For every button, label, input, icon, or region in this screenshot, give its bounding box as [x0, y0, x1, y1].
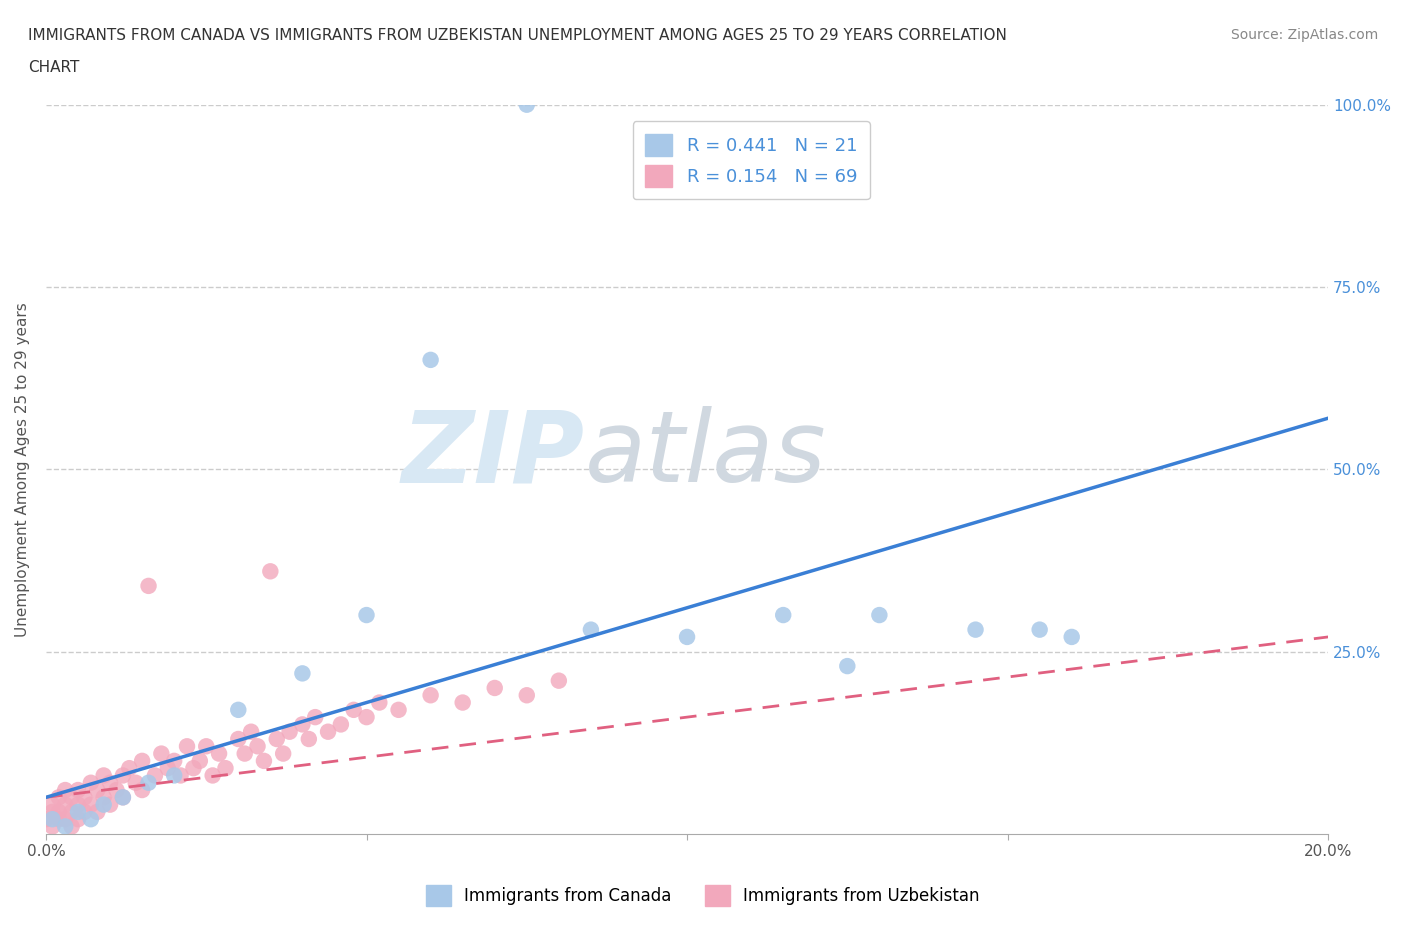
- Point: [419, 688, 441, 703]
- Point: [53, 819, 76, 834]
- Point: [48, 790, 70, 804]
- Point: [484, 681, 506, 696]
- Point: [138, 578, 160, 593]
- Text: Source: ZipAtlas.com: Source: ZipAtlas.com: [1230, 28, 1378, 42]
- Point: [368, 695, 391, 710]
- Point: [868, 607, 890, 622]
- Point: [66, 783, 89, 798]
- Point: [156, 761, 179, 776]
- Point: [451, 695, 474, 710]
- Point: [547, 673, 569, 688]
- Point: [259, 564, 281, 578]
- Point: [208, 746, 231, 761]
- Point: [163, 753, 186, 768]
- Point: [226, 702, 249, 717]
- Point: [66, 812, 89, 827]
- Point: [53, 812, 76, 827]
- Point: [86, 804, 108, 819]
- Point: [48, 804, 70, 819]
- Point: [66, 797, 89, 812]
- Point: [183, 761, 205, 776]
- Point: [35, 812, 58, 827]
- Point: [278, 724, 301, 739]
- Point: [271, 746, 294, 761]
- Point: [125, 776, 148, 790]
- Point: [266, 732, 288, 747]
- Point: [150, 746, 173, 761]
- Point: [41, 812, 63, 827]
- Point: [240, 724, 263, 739]
- Legend: Immigrants from Canada, Immigrants from Uzbekistan: Immigrants from Canada, Immigrants from …: [419, 879, 987, 912]
- Point: [965, 622, 987, 637]
- Point: [233, 746, 256, 761]
- Point: [195, 738, 218, 753]
- Point: [111, 790, 134, 804]
- Text: CHART: CHART: [28, 60, 80, 75]
- Point: [118, 761, 141, 776]
- Point: [419, 352, 441, 367]
- Point: [60, 790, 83, 804]
- Point: [676, 630, 699, 644]
- Point: [214, 761, 236, 776]
- Point: [48, 812, 70, 827]
- Point: [298, 732, 321, 747]
- Point: [246, 738, 269, 753]
- Point: [1028, 622, 1050, 637]
- Text: ZIP: ZIP: [402, 406, 585, 503]
- Y-axis label: Unemployment Among Ages 25 to 29 years: Unemployment Among Ages 25 to 29 years: [15, 302, 30, 637]
- Point: [163, 768, 186, 783]
- Point: [80, 797, 103, 812]
- Point: [253, 753, 276, 768]
- Point: [188, 753, 211, 768]
- Point: [343, 702, 366, 717]
- Point: [80, 776, 103, 790]
- Point: [772, 607, 794, 622]
- Point: [105, 783, 128, 798]
- Point: [111, 768, 134, 783]
- Point: [138, 776, 160, 790]
- Point: [387, 702, 409, 717]
- Point: [53, 783, 76, 798]
- Point: [316, 724, 339, 739]
- Point: [73, 790, 96, 804]
- Point: [98, 797, 121, 812]
- Point: [131, 753, 153, 768]
- Point: [60, 804, 83, 819]
- Point: [291, 717, 314, 732]
- Point: [291, 666, 314, 681]
- Point: [41, 819, 63, 834]
- Point: [516, 688, 538, 703]
- Point: [98, 776, 121, 790]
- Point: [201, 768, 224, 783]
- Text: atlas: atlas: [585, 406, 827, 503]
- Point: [143, 768, 166, 783]
- Point: [80, 812, 103, 827]
- Point: [66, 804, 89, 819]
- Point: [226, 732, 249, 747]
- Point: [86, 783, 108, 798]
- Point: [41, 797, 63, 812]
- Point: [516, 98, 538, 113]
- Point: [41, 804, 63, 819]
- Point: [93, 797, 115, 812]
- Point: [1060, 630, 1083, 644]
- Point: [53, 797, 76, 812]
- Point: [329, 717, 352, 732]
- Point: [131, 783, 153, 798]
- Point: [837, 658, 859, 673]
- Point: [176, 738, 198, 753]
- Point: [60, 819, 83, 834]
- Text: IMMIGRANTS FROM CANADA VS IMMIGRANTS FROM UZBEKISTAN UNEMPLOYMENT AMONG AGES 25 : IMMIGRANTS FROM CANADA VS IMMIGRANTS FRO…: [28, 28, 1007, 43]
- Point: [579, 622, 602, 637]
- Point: [356, 710, 378, 724]
- Point: [93, 768, 115, 783]
- Legend: R = 0.441   N = 21, R = 0.154   N = 69: R = 0.441 N = 21, R = 0.154 N = 69: [633, 121, 870, 199]
- Point: [169, 768, 191, 783]
- Point: [93, 790, 115, 804]
- Point: [111, 790, 134, 804]
- Point: [73, 804, 96, 819]
- Point: [356, 607, 378, 622]
- Point: [304, 710, 326, 724]
